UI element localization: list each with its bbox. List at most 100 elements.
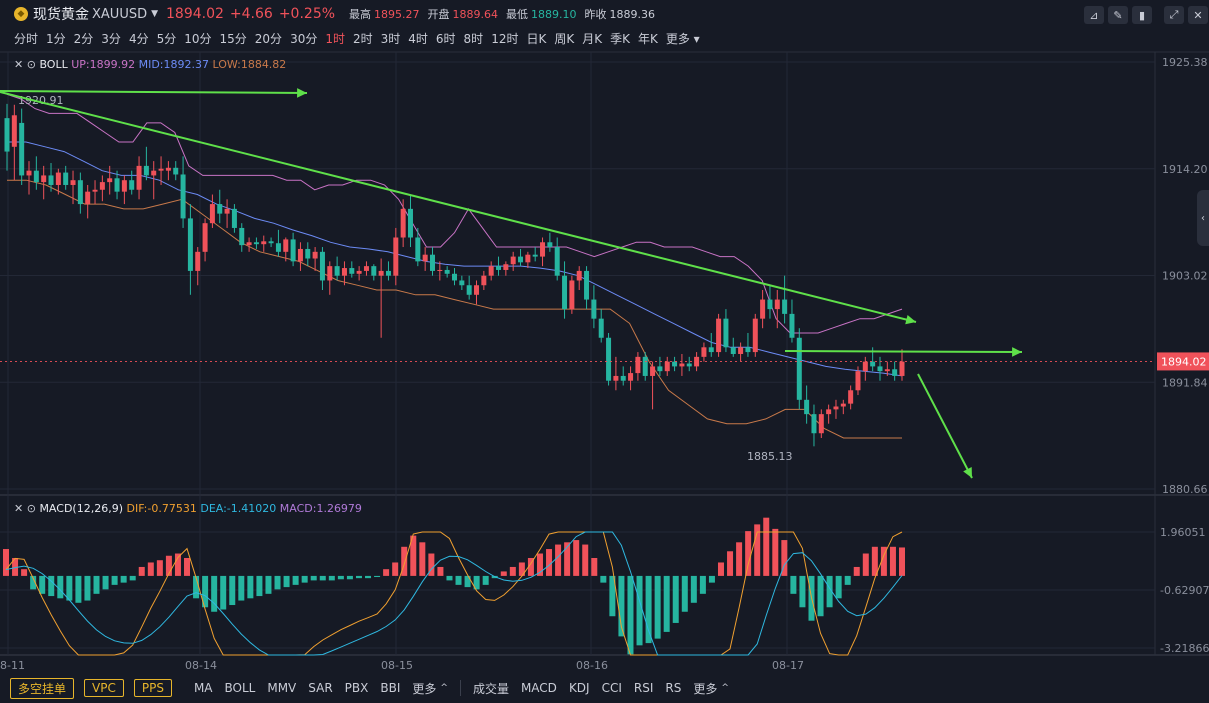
indicator-sar[interactable]: SAR [308,681,333,695]
gold-coin-icon: ◆ [14,7,28,21]
candle-body [591,299,597,319]
chevron-down-icon[interactable]: ▼ [151,9,159,19]
indicator-mmv[interactable]: MMV [267,681,297,695]
macd-bar [636,575,643,646]
period-19[interactable]: 月K [582,31,603,46]
period-0[interactable]: 分时 [14,31,39,46]
trend-arrow-down-head [963,467,972,478]
candle-body [650,366,656,376]
period-3[interactable]: 3分 [101,31,121,46]
candle-body [672,361,678,367]
candle-body [738,347,744,354]
candle-body [899,361,905,376]
indicator-ma[interactable]: MA [193,681,213,695]
pps-button[interactable]: PPS [133,679,172,697]
candle-body [55,172,61,185]
candle-body [811,414,817,434]
macd-bar [899,547,905,576]
instrument-symbol[interactable]: XAUUSD [92,6,148,22]
macd-bar [880,546,887,576]
line-chart-icon[interactable]: ⊿ [1084,6,1104,24]
indicator-more-sub[interactable]: 更多 [693,681,718,696]
period-2[interactable]: 2分 [73,31,94,46]
macd-bar [3,549,9,576]
indicator-rs[interactable]: RS [665,681,682,695]
period-13[interactable]: 4时 [408,31,428,46]
candle-body [143,165,149,176]
period-7[interactable]: 15分 [219,31,247,46]
macd-bar [763,517,770,576]
candle-body [92,189,98,192]
period-21[interactable]: 年K [637,31,658,46]
candle-body [334,266,340,276]
macd-bar [663,575,670,632]
candle-body [569,280,575,310]
indicator-macd[interactable]: MACD [520,681,557,695]
candle-body [158,168,164,171]
chevron-left-icon[interactable]: ‹ [1197,190,1209,246]
candle-body [378,270,384,276]
candle-body [297,248,303,262]
candle-body [202,223,208,252]
indicator-cci[interactable]: CCI [601,681,622,695]
period-1[interactable]: 1分 [46,31,66,46]
macd-bar [355,575,362,579]
macd-bar [283,575,290,588]
period-4[interactable]: 4分 [128,31,149,46]
indicator-volume[interactable]: 成交量 [472,681,509,696]
instrument-name[interactable]: 现货黄金 [33,7,89,23]
period-22[interactable]: 更多 ▾ [665,31,700,46]
period-14[interactable]: 6时 [435,31,456,46]
macd-bar [654,575,661,639]
period-6[interactable]: 10分 [184,31,212,46]
close-icon[interactable]: ✕ [1188,6,1208,24]
period-15[interactable]: 8时 [463,31,484,46]
macd-bar [591,557,598,576]
macd-bar [147,562,154,576]
indicator-boll[interactable]: BOLL [224,681,256,695]
long-short-orders-button[interactable]: 多空挂单 [10,677,75,699]
chevron-up-icon[interactable]: ^ [440,683,448,693]
candle-body [598,318,604,338]
period-9[interactable]: 30分 [290,31,318,46]
macd-bar [211,575,218,612]
macd-bar [256,575,263,597]
candle-body [657,366,663,372]
period-selector: 分时 1分 2分 3分 4分 5分 10分 15分 20分 30分 1时 2时 3时 4时 6时 8时 12时日… [0,28,700,48]
period-5[interactable]: 5分 [156,31,177,46]
period-18[interactable]: 周K [554,31,575,46]
period-10[interactable]: 1时 [325,31,345,46]
indicator-more-main[interactable]: 更多 [412,681,437,696]
candle-body [628,373,634,381]
period-12[interactable]: 3时 [380,31,401,46]
period-11[interactable]: 2时 [352,31,373,46]
indicator-pbx[interactable]: PBX [344,681,369,695]
candle-body [716,318,722,353]
trend-arrow-resistance [0,90,308,94]
indicator-kdj[interactable]: KDJ [568,681,590,695]
period-8[interactable]: 20分 [254,31,283,46]
candle-type-icon[interactable]: ▮ [1132,6,1152,24]
open-label: 开盘 [427,8,450,21]
period-16[interactable]: 12时 [491,31,519,46]
period-20[interactable]: 季K [610,31,630,46]
candle-body [165,167,171,171]
candle-body [327,266,333,281]
candle-body [400,208,406,238]
current-price-tag-text: 1894.02 [1161,355,1207,368]
x-tick-label: 08-14 [185,659,217,672]
macd-bar [464,575,471,588]
period-17[interactable]: 日K [526,31,547,46]
x-tick-label: 08-15 [381,659,413,672]
candle-body [26,170,32,176]
indicator-bbi[interactable]: BBI [380,681,401,695]
draw-pen-icon[interactable]: ✎ [1108,6,1128,24]
vpc-button[interactable]: VPC [84,679,124,697]
chevron-up-icon[interactable]: ^ [721,683,729,693]
indicator-rsi[interactable]: RSI [633,681,654,695]
macd-bar [30,575,37,590]
macd-bar [853,566,860,576]
expand-icon[interactable]: ⤢ [1164,6,1184,24]
macd-bar [75,575,82,603]
